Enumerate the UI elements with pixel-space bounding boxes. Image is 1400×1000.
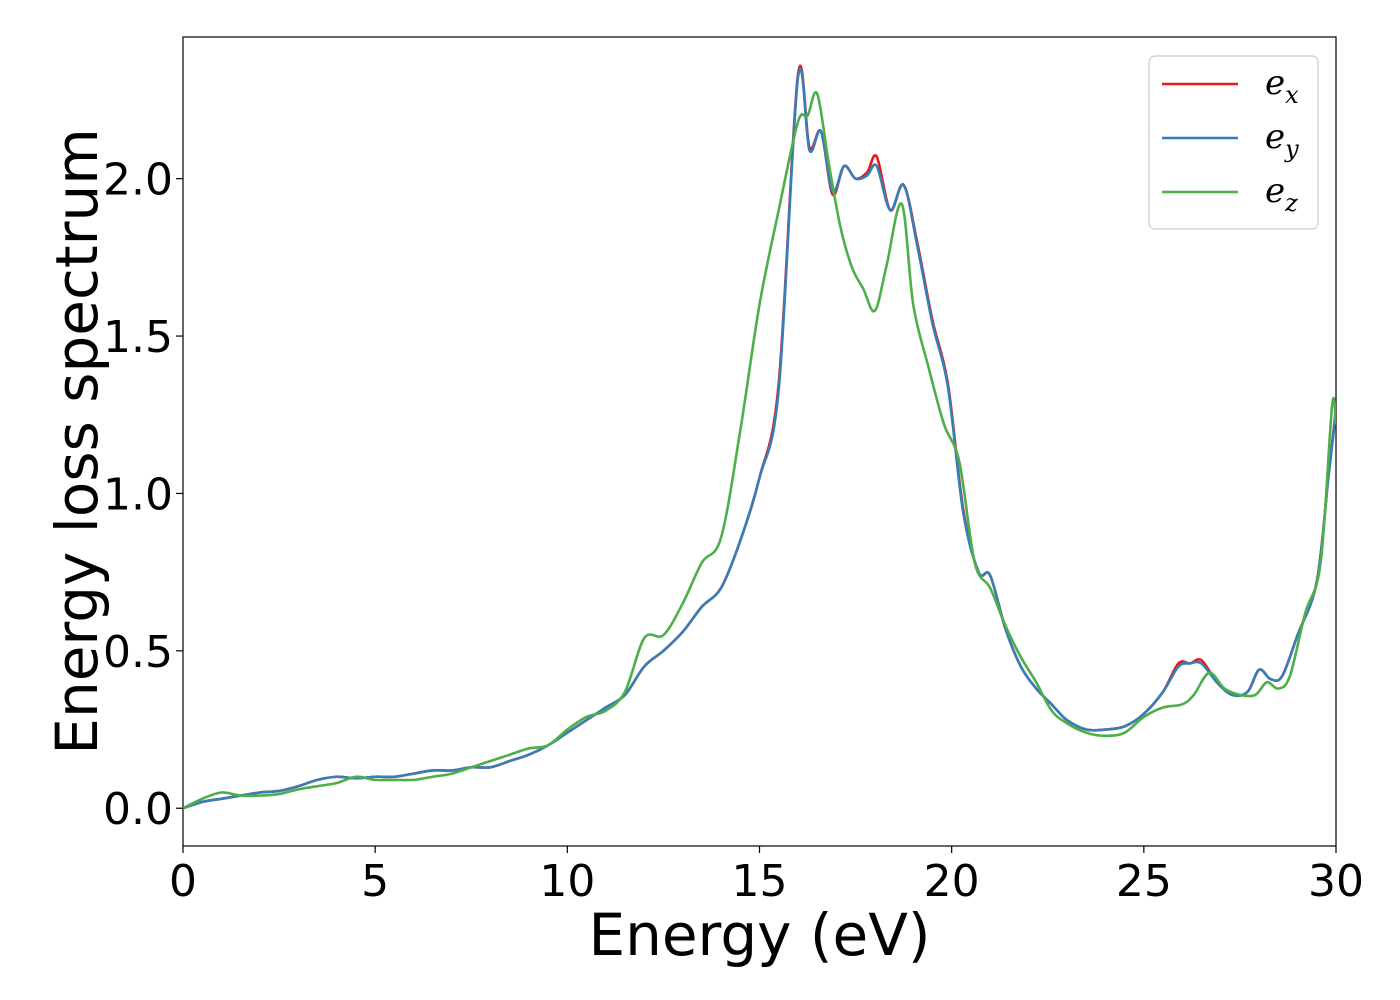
x-tick-label: 20: [924, 856, 980, 907]
x-tick-label: 30: [1308, 856, 1364, 907]
legend-label-y: ey: [1265, 117, 1299, 163]
y-tick-label: 0.0: [103, 784, 173, 835]
legend-label-subscript: y: [1284, 135, 1299, 163]
legend-label-base: e: [1265, 117, 1285, 157]
legend-box: [1148, 55, 1319, 230]
y-axis-label: Energy loss spectrum: [43, 128, 111, 754]
y-tick-label: 2.0: [103, 155, 173, 206]
legend-label-z: ez: [1265, 171, 1298, 217]
series-line-y: [183, 67, 1336, 810]
legend-label-subscript: x: [1285, 81, 1299, 109]
x-tick-label: 5: [361, 856, 389, 907]
x-axis-ticks: 0 5 10 15 20 25 30: [169, 846, 1364, 907]
y-axis-ticks: 0.0 0.5 1.0 1.5 2.0: [103, 155, 183, 835]
series-line-z: [183, 90, 1336, 810]
x-tick-label: 25: [1116, 856, 1172, 907]
y-tick-label: 0.5: [103, 627, 173, 678]
legend-label-x: ex: [1265, 63, 1299, 109]
y-tick-label: 1.5: [103, 312, 173, 363]
x-axis-label: Energy (eV): [588, 901, 930, 969]
x-tick-label: 10: [539, 856, 595, 907]
series-lines: [183, 64, 1336, 810]
legend-label-base: e: [1265, 171, 1285, 211]
y-tick-label: 1.0: [103, 469, 173, 520]
legend-label-base: e: [1265, 63, 1285, 103]
x-tick-label: 0: [169, 856, 197, 907]
x-tick-label: 15: [732, 856, 788, 907]
legend-label-subscript: z: [1284, 189, 1298, 217]
